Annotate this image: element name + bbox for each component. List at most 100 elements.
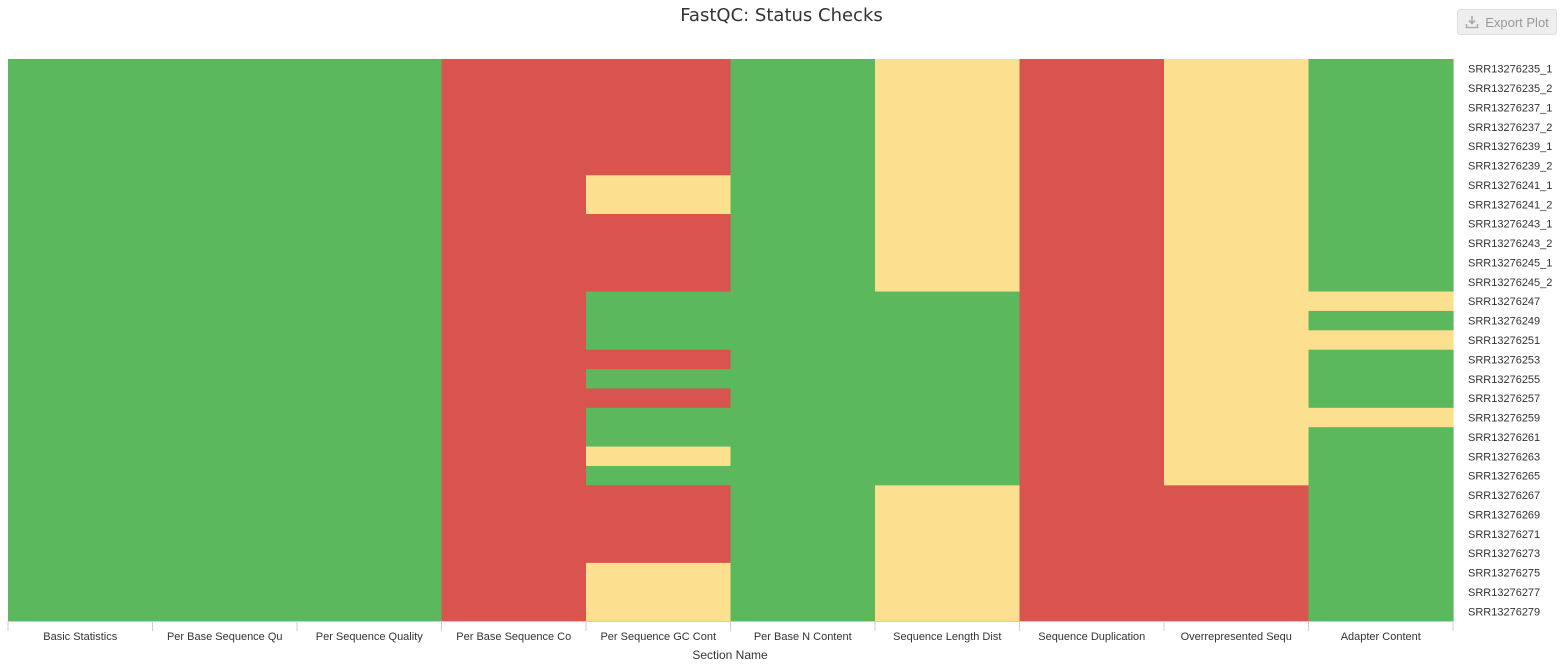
heatmap-cell[interactable] [730, 407, 876, 428]
heatmap-cell[interactable] [875, 349, 1021, 370]
heatmap-cell[interactable] [8, 601, 154, 622]
heatmap-cell[interactable] [730, 562, 876, 583]
heatmap-cell[interactable] [1308, 388, 1454, 409]
heatmap-cell[interactable] [441, 155, 587, 176]
heatmap-cell[interactable] [730, 446, 876, 467]
heatmap-cell[interactable] [297, 427, 443, 448]
heatmap-cell[interactable] [730, 233, 876, 254]
heatmap-cell[interactable] [8, 388, 154, 409]
heatmap-cell[interactable] [730, 582, 876, 603]
heatmap-cell[interactable] [297, 446, 443, 467]
heatmap-cell[interactable] [1019, 388, 1165, 409]
heatmap-cell[interactable] [8, 272, 154, 293]
heatmap-cell[interactable] [1308, 562, 1454, 583]
heatmap-cell[interactable] [152, 78, 298, 99]
heatmap-cell[interactable] [297, 214, 443, 235]
heatmap-cell[interactable] [1308, 485, 1454, 506]
heatmap-cell[interactable] [152, 214, 298, 235]
heatmap-cell[interactable] [1164, 233, 1310, 254]
heatmap-cell[interactable] [586, 562, 732, 583]
heatmap-cell[interactable] [1308, 427, 1454, 448]
heatmap-cell[interactable] [875, 59, 1021, 79]
heatmap-cell[interactable] [1308, 272, 1454, 293]
heatmap-cell[interactable] [586, 427, 732, 448]
heatmap-cell[interactable] [1019, 78, 1165, 99]
heatmap-cell[interactable] [152, 310, 298, 331]
heatmap-cell[interactable] [875, 543, 1021, 564]
heatmap-cell[interactable] [297, 388, 443, 409]
heatmap-cell[interactable] [1019, 233, 1165, 254]
heatmap-cell[interactable] [8, 117, 154, 138]
heatmap-cell[interactable] [297, 485, 443, 506]
heatmap-cell[interactable] [8, 59, 154, 79]
heatmap-cell[interactable] [152, 582, 298, 603]
heatmap-cell[interactable] [1164, 562, 1310, 583]
heatmap-cell[interactable] [1308, 601, 1454, 622]
heatmap-cell[interactable] [441, 504, 587, 525]
heatmap-cell[interactable] [8, 465, 154, 486]
heatmap-cell[interactable] [8, 291, 154, 312]
heatmap-cell[interactable] [8, 214, 154, 235]
heatmap-cell[interactable] [1164, 175, 1310, 196]
heatmap-cell[interactable] [730, 136, 876, 157]
heatmap-cell[interactable] [586, 214, 732, 235]
heatmap-cell[interactable] [730, 194, 876, 215]
heatmap-cell[interactable] [297, 330, 443, 351]
heatmap-cell[interactable] [875, 194, 1021, 215]
heatmap-cell[interactable] [152, 485, 298, 506]
heatmap-cell[interactable] [1164, 78, 1310, 99]
heatmap-cell[interactable] [1308, 582, 1454, 603]
heatmap-cell[interactable] [152, 407, 298, 428]
heatmap-cell[interactable] [1308, 194, 1454, 215]
heatmap-cell[interactable] [8, 252, 154, 273]
heatmap-cell[interactable] [875, 117, 1021, 138]
heatmap-cell[interactable] [152, 136, 298, 157]
heatmap-cell[interactable] [730, 601, 876, 622]
heatmap-cell[interactable] [152, 252, 298, 273]
heatmap-cell[interactable] [1308, 252, 1454, 273]
heatmap-cell[interactable] [586, 465, 732, 486]
heatmap-cell[interactable] [8, 97, 154, 118]
heatmap-cell[interactable] [1308, 446, 1454, 467]
heatmap-cell[interactable] [152, 465, 298, 486]
heatmap-cell[interactable] [297, 194, 443, 215]
heatmap-cell[interactable] [1308, 233, 1454, 254]
heatmap-cell[interactable] [1164, 427, 1310, 448]
heatmap-cell[interactable] [586, 97, 732, 118]
heatmap-cell[interactable] [730, 59, 876, 79]
heatmap-cell[interactable] [441, 291, 587, 312]
heatmap-cell[interactable] [1308, 369, 1454, 390]
heatmap-cell[interactable] [297, 349, 443, 370]
heatmap-cell[interactable] [586, 349, 732, 370]
heatmap-cell[interactable] [1019, 601, 1165, 622]
heatmap-cell[interactable] [152, 97, 298, 118]
heatmap-cell[interactable] [441, 446, 587, 467]
heatmap-cell[interactable] [1019, 485, 1165, 506]
heatmap-cell[interactable] [1019, 407, 1165, 428]
heatmap-cell[interactable] [1164, 291, 1310, 312]
heatmap-cell[interactable] [875, 252, 1021, 273]
heatmap-cell[interactable] [730, 524, 876, 545]
heatmap-cell[interactable] [875, 272, 1021, 293]
heatmap-cell[interactable] [730, 427, 876, 448]
heatmap-cell[interactable] [441, 562, 587, 583]
heatmap-cell[interactable] [1019, 136, 1165, 157]
heatmap-cell[interactable] [297, 582, 443, 603]
heatmap-cell[interactable] [297, 504, 443, 525]
heatmap-cell[interactable] [152, 194, 298, 215]
heatmap-cell[interactable] [875, 388, 1021, 409]
heatmap-cell[interactable] [875, 427, 1021, 448]
heatmap-cell[interactable] [8, 310, 154, 331]
heatmap-cell[interactable] [1164, 194, 1310, 215]
heatmap-cell[interactable] [152, 369, 298, 390]
heatmap-cell[interactable] [152, 175, 298, 196]
export-plot-button[interactable]: Export Plot [1457, 9, 1557, 35]
heatmap-cell[interactable] [441, 465, 587, 486]
heatmap-cell[interactable] [586, 117, 732, 138]
heatmap-cell[interactable] [730, 388, 876, 409]
heatmap-cell[interactable] [875, 369, 1021, 390]
heatmap-cell[interactable] [1164, 524, 1310, 545]
heatmap-cell[interactable] [875, 504, 1021, 525]
heatmap-cell[interactable] [730, 504, 876, 525]
heatmap-cell[interactable] [875, 78, 1021, 99]
